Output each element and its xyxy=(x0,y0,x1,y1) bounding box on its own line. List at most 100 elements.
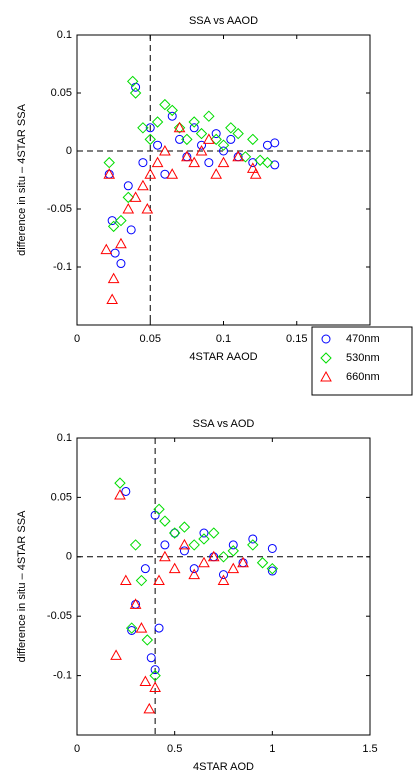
point xyxy=(208,527,220,539)
point xyxy=(228,540,238,550)
y-tick-label: 0.1 xyxy=(57,29,72,41)
point xyxy=(145,123,155,133)
y-tick-label: -0.1 xyxy=(53,670,72,682)
point xyxy=(210,168,223,179)
point xyxy=(226,134,236,144)
point xyxy=(198,533,210,545)
point xyxy=(261,156,274,169)
point xyxy=(160,540,170,550)
point xyxy=(141,202,154,214)
point xyxy=(267,543,277,553)
point xyxy=(249,168,262,179)
point xyxy=(119,574,132,586)
legend-label: 660nm xyxy=(346,371,380,383)
x-tick-label: 1 xyxy=(269,743,275,755)
point xyxy=(210,133,222,146)
y-tick-label: 0 xyxy=(66,551,72,563)
point xyxy=(167,111,177,121)
point xyxy=(188,116,200,128)
point xyxy=(138,158,148,168)
point xyxy=(247,133,259,146)
point xyxy=(188,568,201,580)
point xyxy=(141,634,154,646)
point xyxy=(123,181,133,191)
point xyxy=(232,127,244,140)
y-tick-label: -0.05 xyxy=(47,203,72,215)
point xyxy=(227,545,239,557)
point xyxy=(179,546,189,556)
point xyxy=(129,191,142,202)
point xyxy=(103,156,115,169)
point xyxy=(248,534,258,544)
x-tick-label: 0.1 xyxy=(216,333,231,345)
legend-marker xyxy=(320,352,332,364)
point xyxy=(204,158,214,168)
point xyxy=(181,133,193,146)
point xyxy=(144,133,156,146)
point xyxy=(107,272,120,284)
x-tick-label: 0.5 xyxy=(167,743,182,755)
point xyxy=(166,104,178,117)
point xyxy=(116,259,126,269)
point xyxy=(178,538,191,550)
x-tick-label: 0.15 xyxy=(286,333,307,345)
point xyxy=(170,528,180,538)
point xyxy=(198,556,210,568)
point xyxy=(151,116,164,128)
point xyxy=(146,653,156,663)
point xyxy=(110,649,122,660)
point xyxy=(181,150,193,162)
point xyxy=(175,134,185,144)
point xyxy=(125,622,138,634)
point xyxy=(232,150,244,162)
point xyxy=(153,140,163,150)
plot-area xyxy=(76,34,371,326)
point xyxy=(188,539,200,551)
chart-title: SSA vs AAOD xyxy=(189,15,258,27)
point xyxy=(115,237,127,249)
point xyxy=(122,191,134,204)
point xyxy=(159,515,171,527)
point xyxy=(217,156,230,168)
point xyxy=(115,214,127,227)
point xyxy=(219,570,228,580)
plot-area xyxy=(76,437,371,736)
point xyxy=(114,477,126,489)
point xyxy=(126,75,139,88)
point xyxy=(168,527,181,539)
y-tick-label: -0.1 xyxy=(53,261,72,273)
point xyxy=(143,702,156,714)
point xyxy=(239,151,252,163)
point xyxy=(256,557,269,569)
point xyxy=(159,144,171,156)
point xyxy=(151,156,164,168)
point xyxy=(137,179,149,191)
y-tick-label: 0 xyxy=(66,145,72,157)
x-tick-label: 0 xyxy=(74,743,80,755)
point xyxy=(246,162,259,173)
point xyxy=(153,503,165,515)
point xyxy=(135,622,148,633)
point xyxy=(199,528,209,538)
point xyxy=(217,139,230,151)
point xyxy=(173,122,186,134)
x-tick-label: 0.05 xyxy=(140,333,161,345)
point xyxy=(195,144,208,156)
point xyxy=(159,98,171,111)
point xyxy=(114,488,126,500)
chart-title: SSA vs AOD xyxy=(193,418,255,430)
point xyxy=(189,564,199,574)
point xyxy=(237,556,249,568)
y-axis-label: difference in situ – 4STAR SSA xyxy=(16,103,28,255)
point xyxy=(122,202,135,214)
point xyxy=(149,681,161,692)
point xyxy=(150,665,160,675)
point xyxy=(225,122,237,134)
point xyxy=(137,122,149,134)
point xyxy=(173,121,186,133)
point xyxy=(107,220,120,233)
point xyxy=(227,562,240,574)
point xyxy=(127,625,137,635)
point xyxy=(126,225,136,235)
